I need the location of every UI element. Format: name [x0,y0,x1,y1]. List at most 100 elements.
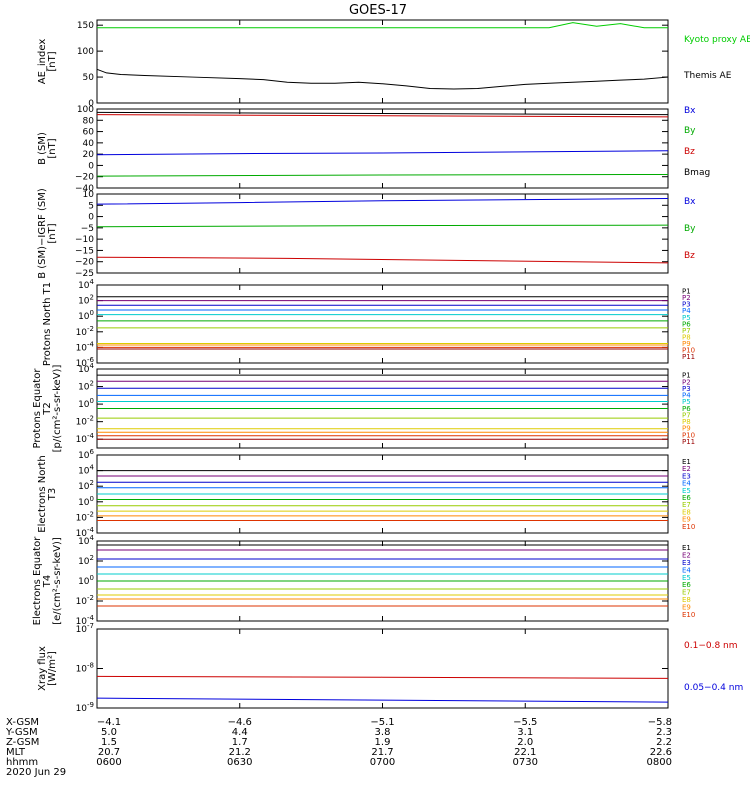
y-tick-label: 150 [77,21,94,31]
x-row-label: Y-GSM [5,727,38,738]
series-bx [96,150,669,156]
legend-entry: E1 [682,544,691,552]
x-axis-value: 22.1 [514,747,536,758]
y-tick-label: 100 [78,495,94,508]
x-row-label: MLT [6,747,26,758]
series-by [96,224,669,228]
x-row-label: Z-GSM [6,737,39,748]
y-tick-label: 10-2 [76,594,94,607]
y-tick-label: 40 [83,139,95,149]
legend-entry: E3 [682,472,691,480]
x-axis-value: 1.5 [101,737,117,748]
legend-entry: P3 [682,385,691,393]
panel-6-ylabel: Electrons NorthT3 [37,455,58,532]
x-axis-value: 0630 [227,757,252,768]
x-axis-value: 2.2 [656,737,672,748]
legend-entry: P11 [682,353,695,361]
legend-entry: E7 [682,589,691,597]
legend-entry: E4 [682,566,691,574]
legend-entry: Bx [684,106,696,116]
legend-entry: E1 [682,458,691,466]
panel-8-ylabel: Xray flux[W/m²] [37,646,58,691]
y-tick-label: 50 [83,73,95,83]
y-tick-label: 100 [78,397,94,410]
series-0-1-0-8-nm [96,675,669,679]
y-tick-label: 0 [88,99,94,109]
x-axis-value: −4.6 [228,717,252,728]
y-tick-label: 104 [78,278,94,291]
legend-entry: P11 [682,438,695,446]
legend-entry: P9 [682,340,691,348]
panel-8-frame [96,628,669,709]
x-axis-value: 21.7 [371,747,393,758]
y-tick-label: 104 [78,464,94,477]
legend-entry: P1 [682,288,691,296]
y-tick-label: 0 [88,161,94,171]
x-axis-value: 1.9 [375,737,391,748]
panel-1-frame [96,19,669,104]
legend-entry: E9 [682,603,691,611]
series-bx [96,198,669,205]
legend-entry: P7 [682,327,691,335]
y-tick-label: 10 [83,190,95,200]
x-row-label: hhmm [6,757,38,768]
legend-entry: E3 [682,559,691,567]
y-tick-label: 106 [78,448,94,461]
x-axis-value: 3.8 [375,727,391,738]
y-tick-label: −15 [75,246,94,256]
y-tick-label: 60 [83,128,95,138]
legend-entry: 0.1−0.8 nm [684,641,738,651]
legend-entry: By [684,126,696,136]
legend-entry: P4 [682,307,691,315]
legend-entry: P5 [682,314,691,322]
legend-entry: P3 [682,301,691,309]
legend-entry: Bx [684,197,696,207]
y-tick-label: −20 [75,258,94,268]
x-axis-value: 0730 [513,757,538,768]
y-tick-label: 100 [77,105,94,115]
y-tick-label: 5 [88,201,94,211]
legend-entry: E6 [682,494,691,502]
y-tick-label: 100 [78,309,94,322]
legend-entry: P9 [682,425,691,433]
y-tick-label: 20 [83,150,95,160]
series-bz [96,256,669,264]
legend-entry: P6 [682,320,691,328]
x-axis-value: 20.7 [98,747,120,758]
x-row-label: X-GSM [6,717,39,728]
legend-entry: By [684,224,696,234]
legend-entry: P8 [682,333,691,341]
panel-7-ylabel: Electrons EquatorT4[e/(cm²-s-sr-keV)] [32,536,63,626]
y-tick-label: 10-2 [76,510,94,523]
x-axis-value: −5.8 [648,717,672,728]
y-tick-label: −25 [75,269,94,279]
panel-5-ylabel: Protons EquatorT2[p/(cm²-s-sr-keV)] [32,365,63,453]
x-axis-value: −5.5 [513,717,537,728]
y-tick-label: 10-2 [76,415,94,428]
legend-entry: P2 [682,294,691,302]
y-tick-label: 102 [78,380,94,393]
y-tick-label: 10-8 [76,662,94,675]
panel-3-frame [96,193,669,274]
series-bmag [96,111,669,116]
x-axis-value: 4.4 [232,727,248,738]
series-bz [96,114,669,118]
y-tick-label: 10-4 [76,432,95,445]
legend-entry: E10 [682,611,695,619]
x-axis-value: 2.3 [656,727,672,738]
y-tick-label: −5 [81,224,94,234]
panel-4-ylabel: Protons North T1 [42,282,53,366]
panel-2-ylabel: B (SM)[nT] [37,132,58,165]
x-axis-value: 22.6 [650,747,672,758]
legend-entry: E10 [682,523,695,531]
panel-3-ylabel: B (SM)−IGRF (SM)[nT] [37,188,58,279]
legend-entry: 0.05−0.4 nm [684,683,743,693]
legend-entry: Themis AE [683,71,732,81]
x-axis-value: 21.2 [229,747,251,758]
panel-1-ylabel: AE_index[nT] [37,39,58,85]
y-tick-label: 10-9 [76,701,94,714]
series-by [96,173,669,177]
x-axis-value: −5.1 [370,717,394,728]
